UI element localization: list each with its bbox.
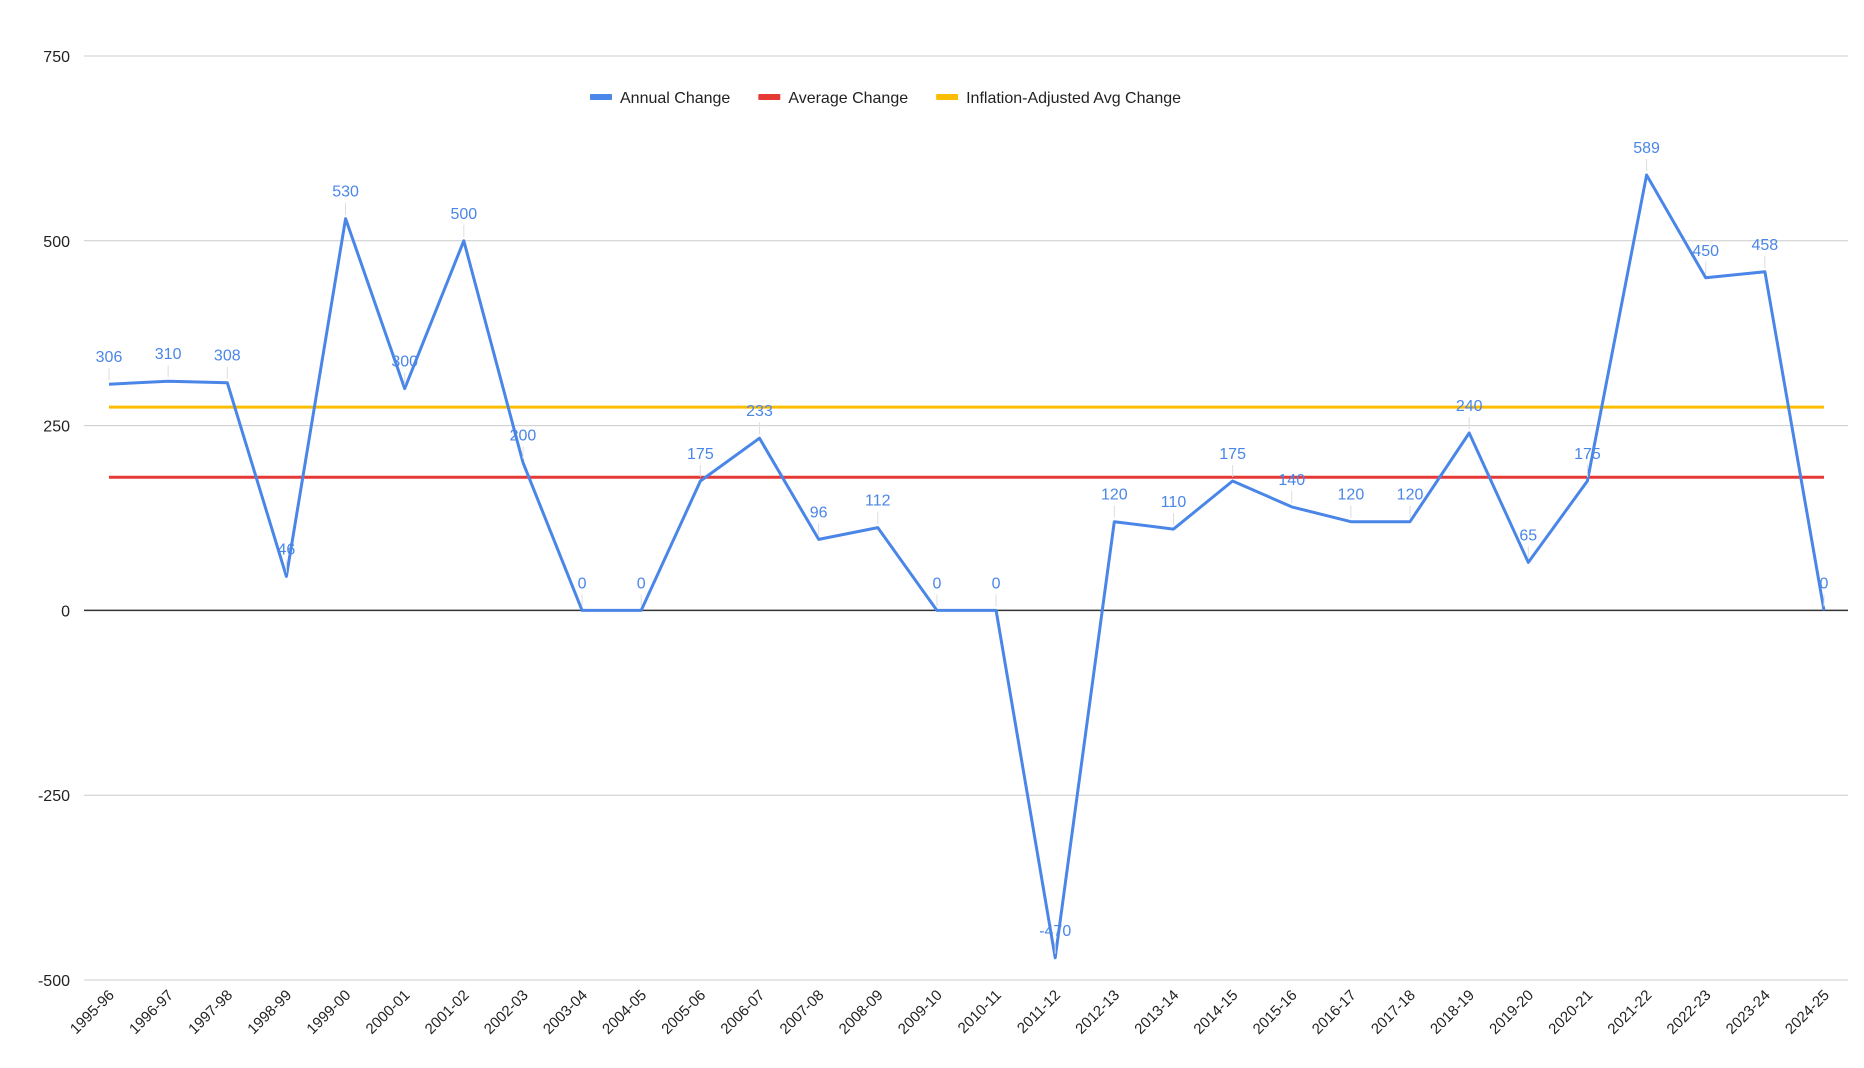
data-label: 530 (332, 184, 359, 201)
x-tick-label: 2018-19 (1427, 987, 1478, 1038)
series-line-annual-change (108, 173, 1826, 960)
legend: Annual Change Average Change Inflation-Adj… (590, 90, 1181, 107)
x-tick-label: 2003-04 (540, 987, 591, 1038)
x-tick-label: 2021-22 (1604, 987, 1655, 1038)
x-tick-label: 1996-97 (126, 987, 177, 1038)
data-label: 175 (1219, 446, 1246, 463)
data-label: 308 (214, 348, 241, 365)
data-label: 458 (1752, 237, 1779, 254)
data-label: 0 (578, 575, 587, 592)
x-tick-label: 2024-25 (1782, 987, 1833, 1038)
data-label: 175 (687, 446, 714, 463)
data-label: 96 (810, 504, 828, 521)
data-label: 240 (1456, 398, 1483, 415)
x-tick-label: 2019-20 (1486, 987, 1537, 1038)
y-axis-ticks: -500 -250 0 250 500 750 (38, 49, 70, 990)
x-tick-label: 2005-06 (658, 987, 709, 1038)
data-label: 140 (1278, 472, 1305, 489)
legend-swatch (758, 94, 781, 100)
data-label: 233 (746, 403, 773, 420)
data-label: -470 (1039, 923, 1071, 940)
x-tick-label: 2000-01 (363, 987, 414, 1038)
legend-swatch (936, 94, 959, 100)
x-tick-label: 1998-99 (244, 987, 295, 1038)
x-tick-label: 1999-00 (303, 987, 354, 1038)
data-label: 120 (1338, 487, 1365, 504)
x-tick-label: 2008-09 (836, 987, 887, 1038)
x-tick-label: 2004-05 (599, 987, 650, 1038)
x-tick-label: 2001-02 (422, 987, 473, 1038)
data-label: 0 (1820, 575, 1829, 592)
x-tick-label: 2009-10 (895, 987, 946, 1038)
data-label: 175 (1574, 446, 1601, 463)
legend-label: Annual Change (620, 90, 730, 107)
data-label: 112 (865, 493, 891, 510)
legend-swatch (590, 94, 612, 100)
data-label: 450 (1692, 243, 1719, 260)
legend-item: Inflation-Adjusted Avg Change (936, 90, 1181, 107)
data-label: 306 (96, 349, 123, 366)
legend-label: Inflation-Adjusted Avg Change (966, 90, 1181, 107)
data-label: 0 (637, 575, 646, 592)
y-tick-label: 500 (43, 234, 70, 251)
data-label: 200 (510, 428, 537, 445)
data-label: 120 (1101, 487, 1128, 504)
x-tick-label: 2006-07 (717, 987, 768, 1038)
y-tick-label: 0 (61, 603, 70, 620)
x-tick-label: 2016-17 (1309, 987, 1360, 1038)
data-label: 65 (1519, 527, 1537, 544)
data-label: 0 (932, 575, 941, 592)
x-tick-label: 2014-15 (1190, 987, 1241, 1038)
y-tick-label: -500 (38, 973, 70, 990)
data-label: 46 (278, 541, 296, 558)
data-labels: 306 310 308 46 530 300 500 200 0 0 175 233 96 112 0 0 -4… (96, 140, 1829, 954)
data-label: 589 (1633, 140, 1660, 157)
x-tick-label: 2010-11 (955, 987, 1005, 1037)
x-tick-label: 2013-14 (1131, 987, 1182, 1038)
x-tick-label: 2022-23 (1664, 987, 1715, 1038)
data-label: 300 (391, 354, 418, 371)
x-tick-label: 1995-96 (67, 987, 118, 1038)
y-tick-label: 250 (43, 419, 70, 436)
x-tick-label: 2023-24 (1723, 987, 1774, 1038)
x-tick-label: 2017-18 (1368, 987, 1419, 1038)
x-tick-label: 1997-98 (185, 987, 236, 1038)
legend-item: Annual Change (590, 90, 730, 107)
x-axis-ticks: 1995-96 1996-97 1997-98 1998-99 1999-00 2000-… (67, 987, 1833, 1038)
series-lines (108, 173, 1826, 960)
data-label: 110 (1161, 494, 1187, 511)
legend-item: Average Change (758, 90, 908, 107)
x-tick-label: 2015-16 (1250, 987, 1301, 1038)
x-tick-label: 2002-03 (481, 987, 532, 1038)
y-tick-label: 750 (43, 49, 70, 66)
x-tick-label: 2011-12 (1014, 987, 1064, 1037)
data-label: 310 (155, 346, 182, 363)
data-label: 0 (992, 575, 1001, 592)
legend-label: Average Change (788, 90, 908, 107)
data-label: 120 (1397, 487, 1424, 504)
y-tick-label: -250 (38, 788, 70, 805)
x-tick-label: 2020-21 (1545, 987, 1596, 1038)
data-label: 500 (450, 206, 477, 223)
x-tick-label: 2012-13 (1072, 987, 1123, 1038)
x-tick-label: 2007-08 (777, 987, 828, 1038)
